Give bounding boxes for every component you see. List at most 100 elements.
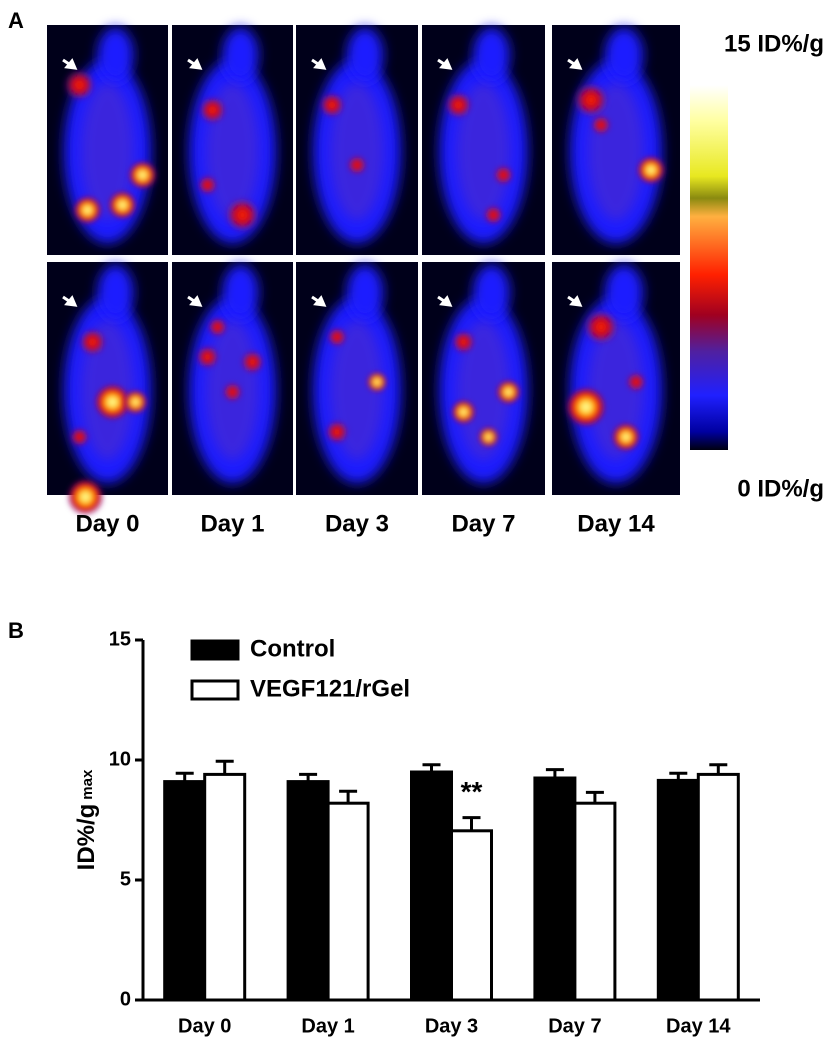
bar (696, 772, 740, 1002)
uptake-spot (222, 382, 243, 402)
bar (573, 801, 617, 1002)
uptake-spot (207, 317, 228, 337)
x-tick-label: Day 0 (178, 1015, 231, 1037)
bar (533, 776, 577, 1002)
mouse-head (604, 27, 644, 83)
uptake-spot (69, 427, 90, 447)
tumor-arrow (311, 58, 327, 70)
uptake-spot (493, 165, 514, 185)
uptake-spot (347, 155, 367, 175)
mouse-head (222, 27, 259, 83)
mouse-core (456, 320, 511, 461)
tumor-arrow (311, 295, 327, 307)
uptake-spot (94, 384, 131, 420)
pet-tile (296, 262, 418, 495)
x-tick-label: Day 14 (666, 1015, 731, 1037)
uptake-spot (224, 197, 261, 233)
y-axis-label-subscript: max (79, 769, 96, 800)
uptake-spot (566, 387, 606, 427)
panel-label: A (8, 8, 24, 33)
legend-swatch (190, 639, 240, 661)
uptake-spot (591, 115, 611, 135)
bar (450, 829, 493, 1002)
colorbar (690, 85, 728, 450)
uptake-spot (78, 328, 107, 356)
pet-tile (172, 25, 293, 255)
uptake-spot (319, 92, 345, 118)
mouse-head (222, 264, 259, 321)
pet-tile (552, 262, 680, 495)
pet-images (47, 25, 680, 515)
y-axis-label: ID%/g max (73, 769, 100, 870)
uptake-spot (108, 191, 137, 219)
pet-tile (47, 262, 168, 515)
column-label: Day 0 (75, 510, 139, 537)
uptake-spot (198, 96, 227, 124)
uptake-spot (325, 420, 349, 444)
mouse-head (97, 264, 134, 321)
tumor-arrow (187, 295, 203, 307)
column-label: Day 1 (200, 510, 264, 537)
uptake-spot (612, 423, 640, 451)
bar (203, 772, 247, 1002)
pet-tile (296, 25, 418, 255)
uptake-spot (451, 400, 476, 424)
uptake-spot (483, 205, 504, 225)
tumor-arrow (437, 58, 453, 70)
pet-tile (172, 262, 293, 495)
bar (286, 780, 330, 1002)
uptake-spot (197, 175, 218, 195)
panel-label: B (8, 618, 24, 643)
tumor-arrow (62, 295, 78, 307)
legend-label: Control (250, 635, 335, 662)
uptake-spot (367, 372, 387, 392)
pet-tile (422, 25, 545, 255)
mouse-head (97, 27, 134, 83)
bar (656, 778, 700, 1002)
column-label: Day 7 (451, 510, 515, 537)
uptake-spot (195, 345, 220, 369)
y-axis-label-main: ID%/g (73, 804, 100, 871)
mouse-core (80, 82, 135, 221)
y-tick-label: 5 (120, 868, 131, 890)
mouse-core (330, 82, 384, 221)
uptake-spot (573, 82, 609, 118)
uptake-spot (478, 427, 499, 447)
tumor-arrow (62, 58, 78, 70)
uptake-spot (63, 69, 96, 101)
uptake-spot (637, 156, 665, 184)
colorbar-min-label: 0 ID%/g (737, 475, 824, 502)
colorbar-max-label: 15 ID%/g (724, 30, 824, 57)
uptake-spot (67, 479, 104, 515)
uptake-spot (444, 91, 473, 119)
y-tick-label: 15 (109, 628, 131, 650)
mouse-head (346, 264, 384, 321)
pet-tile (47, 25, 168, 255)
column-label: Day 14 (577, 510, 655, 537)
x-tick-label: Day 1 (301, 1015, 354, 1037)
tumor-arrow (187, 58, 203, 70)
uptake-spot (128, 161, 157, 189)
uptake-spot (626, 372, 646, 392)
mouse-core (456, 82, 511, 221)
uptake-spot (496, 380, 521, 404)
bar (410, 770, 453, 1002)
bar (163, 780, 207, 1002)
mouse-head (473, 264, 510, 321)
uptake-spot (240, 350, 265, 374)
pet-tile (422, 262, 545, 495)
bar (326, 801, 370, 1002)
legend-label: VEGF121/rGel (250, 675, 410, 702)
tumor-arrow (567, 295, 583, 307)
x-tick-label: Day 3 (425, 1015, 478, 1037)
mouse-head (604, 264, 644, 321)
y-tick-label: 0 (120, 988, 131, 1010)
uptake-spot (451, 330, 476, 354)
mouse-head (473, 27, 510, 83)
uptake-spot (583, 309, 619, 345)
x-tick-label: Day 7 (548, 1015, 601, 1037)
uptake-spot (327, 327, 347, 347)
legend-swatch (190, 679, 240, 701)
uptake-spot (123, 390, 148, 414)
